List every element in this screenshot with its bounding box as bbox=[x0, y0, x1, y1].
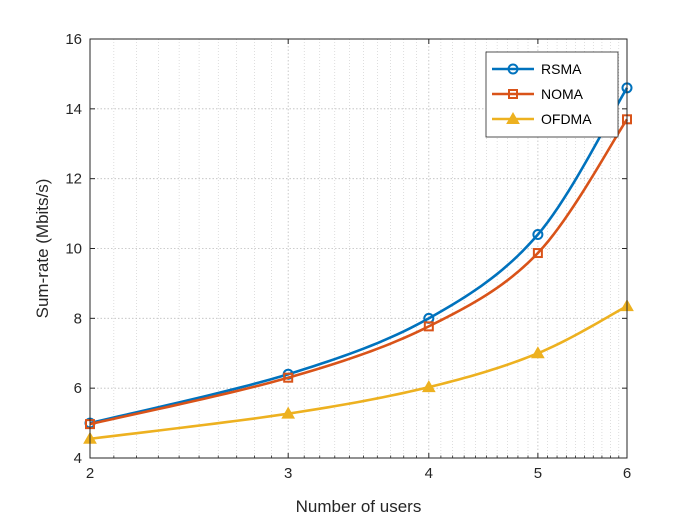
ofdma-point bbox=[531, 346, 545, 359]
noma-point bbox=[283, 372, 294, 383]
rsma-point bbox=[532, 229, 544, 241]
legend-marker-noma bbox=[508, 89, 518, 99]
y-tick-label: 14 bbox=[65, 101, 82, 118]
y-tick-label: 12 bbox=[65, 171, 82, 188]
legend-label-rsma: RSMA bbox=[541, 61, 582, 77]
y-axis-label: Sum-rate (Mbits/s) bbox=[33, 179, 52, 319]
x-axis-label: Number of users bbox=[296, 497, 422, 516]
y-tick-label: 10 bbox=[65, 241, 82, 258]
noma-point bbox=[532, 248, 543, 259]
x-tick-label: 4 bbox=[425, 465, 433, 482]
x-tick-label: 2 bbox=[86, 465, 94, 482]
legend-marker-ofdma bbox=[506, 111, 520, 124]
y-tick-label: 16 bbox=[65, 31, 82, 48]
legend-label-noma: NOMA bbox=[541, 86, 584, 102]
ofdma-point bbox=[421, 380, 436, 393]
x-tick-label: 3 bbox=[284, 465, 292, 482]
noma-line bbox=[89, 118, 629, 426]
tick-labels: 2 3 4 5 6 4 6 8 10 12 14 16 bbox=[65, 31, 631, 482]
y-tick-label: 8 bbox=[74, 310, 82, 327]
axis-ticks bbox=[89, 38, 628, 459]
rsma-line bbox=[89, 87, 629, 425]
y-tick-label: 4 bbox=[74, 450, 82, 467]
y-tick-label: 6 bbox=[74, 380, 82, 397]
legend: RSMA NOMA OFDMA bbox=[485, 51, 619, 138]
legend-marker-rsma bbox=[507, 63, 519, 75]
x-tick-label: 5 bbox=[534, 465, 542, 482]
noma-point bbox=[423, 321, 434, 332]
x-tick-label: 6 bbox=[623, 465, 631, 482]
ofdma-point bbox=[281, 406, 296, 419]
legend-label-ofdma: OFDMA bbox=[541, 111, 592, 127]
series-layer bbox=[83, 82, 634, 444]
